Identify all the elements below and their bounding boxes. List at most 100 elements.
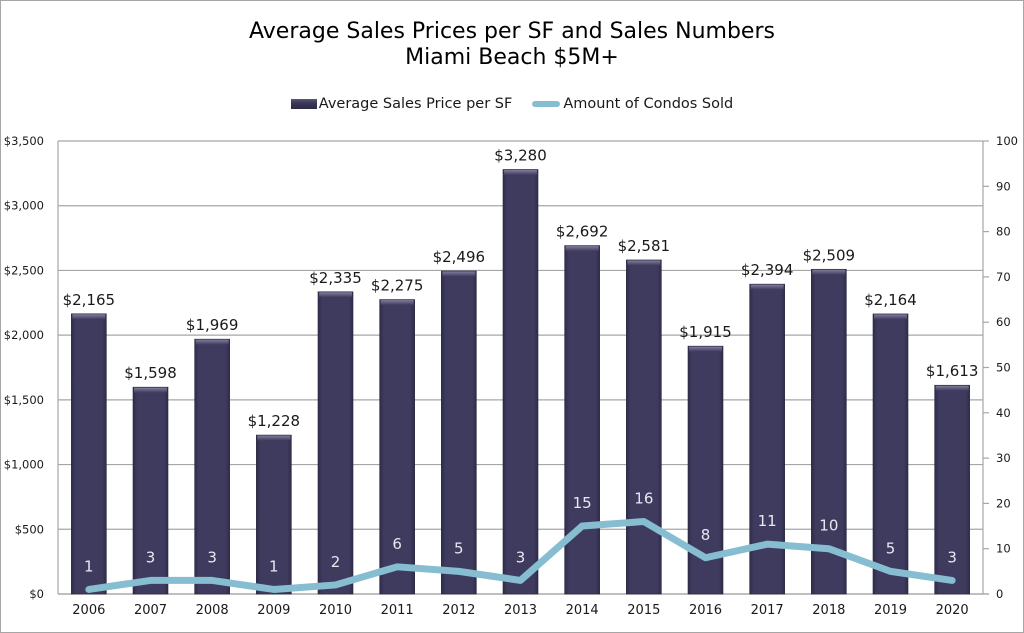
y2-tick-label: 50 [996, 361, 1011, 375]
bar [934, 384, 970, 595]
bar-data-label: $2,275 [371, 277, 424, 295]
x-tick-label: 2006 [72, 603, 105, 618]
bar [502, 169, 539, 595]
bar-bevel [195, 339, 229, 345]
y-tick-label: $3,000 [4, 199, 44, 213]
legend-bar-swatch [290, 99, 317, 109]
bar-bevel [627, 260, 661, 266]
y2-tick-label: 90 [996, 179, 1011, 193]
line-data-label: 15 [573, 494, 592, 512]
bar-bevel [504, 169, 537, 175]
line-labels: 1 3 3 1 2 6 5 3 15 16 8 11 10 5 3 [84, 490, 957, 576]
legend-line-label: Amount of Condos Sold [563, 96, 734, 112]
bar-bevel [750, 284, 784, 290]
bar [256, 434, 292, 595]
y-tick-label: $0 [29, 587, 44, 601]
line-data-label: 1 [269, 557, 279, 575]
bar [872, 313, 909, 595]
bar-data-label: $2,692 [556, 223, 609, 241]
x-tick-label: 2018 [812, 603, 845, 618]
bar-bevel [257, 435, 291, 441]
bar-data-label: $2,509 [803, 246, 856, 264]
line-data-label: 3 [516, 548, 526, 566]
bar [71, 313, 107, 595]
line-data-label: 3 [207, 548, 217, 566]
y-tick-label: $2,000 [4, 328, 44, 342]
line-data-label: 6 [392, 535, 402, 553]
y2-tick-label: 0 [996, 587, 1003, 601]
y-tick-label: $1,000 [4, 458, 44, 472]
y2-tick-label: 30 [996, 451, 1011, 465]
x-tick-label: 2011 [381, 603, 414, 618]
bar-bevel [442, 271, 476, 277]
bar [317, 291, 354, 595]
legend-line-swatch [532, 101, 561, 107]
bar [441, 270, 477, 595]
x-tick-label: 2013 [504, 603, 537, 618]
bar-labels: $2,165 $1,598 $1,969 $1,228 $2,335 $2,275 $2,4… [63, 146, 979, 430]
bar-data-label: $1,598 [124, 364, 177, 382]
tick-labels: $0 $500 $1,000 $1,500 $2,000 $2,500 $3,000 $3,5… [4, 134, 1018, 618]
bar-bevel [935, 385, 969, 391]
legend: Average Sales Price per SF Amount of Con… [0, 96, 1024, 112]
y2-tick-label: 20 [996, 496, 1011, 510]
line-data-label: 8 [701, 526, 711, 544]
bar-data-label: $1,969 [186, 316, 239, 334]
line-data-label: 1 [84, 557, 94, 575]
bar-bevel [380, 300, 414, 306]
bar-bevel [812, 269, 846, 275]
line-data-label: 5 [454, 539, 464, 557]
y2-tick-label: 100 [996, 134, 1018, 148]
bar [379, 299, 415, 595]
bar-bevel [874, 314, 907, 320]
bar-data-label: $2,335 [309, 269, 362, 287]
y2-tick-label: 60 [996, 315, 1011, 329]
line-data-label: 11 [758, 512, 777, 530]
bar-bevel [565, 246, 599, 252]
line-data-label: 10 [819, 517, 838, 535]
y2-tick-label: 70 [996, 270, 1011, 284]
bar-bevel [72, 314, 106, 320]
bar [564, 245, 600, 595]
x-tick-label: 2016 [689, 603, 722, 618]
bar [194, 338, 230, 595]
y2-tick-label: 80 [996, 225, 1011, 239]
bar-data-label: $2,165 [63, 291, 116, 309]
x-tick-label: 2020 [936, 603, 969, 618]
line-data-label: 16 [634, 490, 653, 508]
bar-data-label: $1,228 [248, 412, 301, 430]
y2-tick-label: 10 [996, 542, 1011, 556]
bar [811, 268, 847, 595]
y-tick-label: $2,500 [4, 263, 44, 277]
x-tick-label: 2012 [442, 603, 475, 618]
bar-data-label: $2,394 [741, 261, 794, 279]
x-tick-label: 2015 [627, 603, 660, 618]
legend-bar-label: Average Sales Price per SF [318, 96, 513, 112]
bar [132, 386, 169, 595]
y2-tick-label: 40 [996, 406, 1011, 420]
bar-bevel [319, 292, 352, 298]
x-tick-label: 2009 [257, 603, 290, 618]
bar-data-label: $2,581 [618, 237, 671, 255]
line-data-label: 3 [146, 548, 156, 566]
bar-data-label: $1,613 [926, 362, 979, 380]
line-series [85, 518, 956, 593]
bar-data-label: $1,915 [679, 323, 732, 341]
y-tick-label: $1,500 [4, 393, 44, 407]
x-tick-label: 2019 [874, 603, 907, 618]
x-tick-label: 2010 [319, 603, 352, 618]
bar-data-label: $2,496 [433, 248, 486, 266]
legend-item-line: Amount of Condos Sold [532, 96, 733, 112]
line-data-label: 5 [886, 539, 896, 557]
x-tick-label: 2007 [134, 603, 167, 618]
bar-data-label: $2,164 [864, 291, 917, 309]
bar [626, 259, 662, 595]
line-data-label: 2 [331, 553, 341, 571]
bar-bevel [134, 387, 167, 393]
bar-data-label: $3,280 [494, 146, 547, 164]
x-tick-label: 2008 [196, 603, 229, 618]
y-tick-label: $3,500 [4, 134, 44, 148]
x-tick-label: 2014 [566, 603, 599, 618]
legend-item-bars: Average Sales Price per SF [290, 96, 513, 112]
